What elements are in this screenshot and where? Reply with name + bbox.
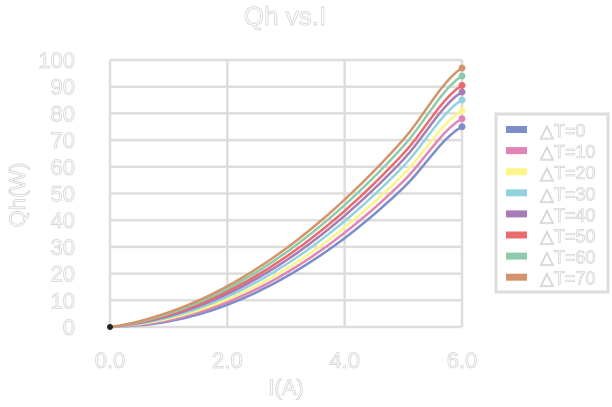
x-axis-label: I(A): [268, 375, 303, 400]
series-end-point: [458, 115, 466, 123]
origin-point: [107, 324, 113, 330]
legend-box: [494, 112, 610, 294]
series-line-dT40: [109, 91, 463, 329]
series-end-point: [458, 88, 466, 96]
series-lines: [107, 64, 466, 330]
series-line-dT20: [109, 109, 463, 329]
legend-swatch: [506, 231, 527, 239]
legend-swatch: [506, 189, 527, 197]
y-tick-label: 20: [51, 262, 75, 287]
x-tick-label: 2.0: [212, 348, 243, 373]
legend-label: △T=20: [540, 163, 595, 183]
y-axis-label: Qh(W): [5, 163, 30, 228]
x-tick-label: 6.0: [447, 348, 478, 373]
y-tick-label: 80: [51, 101, 75, 126]
y-tick-label: 10: [51, 288, 75, 313]
y-tick-label: 0: [63, 315, 75, 340]
y-tick-label: 30: [51, 235, 75, 260]
legend-label: △T=50: [540, 227, 595, 247]
legend-swatch: [506, 126, 527, 133]
series-end-point: [458, 107, 466, 115]
series-end-point: [458, 96, 466, 104]
series-line-dT30: [109, 99, 463, 329]
legend-swatch: [506, 147, 527, 155]
x-tick-labels: 0.0 2.0 4.0 6.0: [94, 348, 478, 374]
series-line-dT70: [109, 66, 463, 329]
legend-label: △T=40: [540, 205, 595, 225]
y-tick-label: 50: [51, 182, 75, 207]
series-line-dT50: [109, 84, 463, 329]
series-end-point: [458, 81, 466, 89]
series-line-dT0: [109, 125, 463, 329]
y-tick-label: 90: [51, 75, 75, 100]
legend-label: △T=10: [540, 142, 595, 162]
legend-swatch: [506, 273, 527, 281]
series-end-point: [458, 72, 466, 80]
legend-swatch: [506, 252, 527, 260]
y-tick-label: 100: [38, 48, 75, 73]
series-end-point: [458, 123, 466, 131]
series-end-point: [458, 64, 466, 72]
y-tick-label: 70: [51, 128, 75, 153]
chart-title: Qh vs.I: [244, 1, 326, 31]
legend-swatch: [506, 168, 527, 176]
legend-label: △T=30: [540, 184, 595, 204]
grid: [108, 58, 464, 329]
legend-label: △T=0: [540, 121, 585, 141]
y-tick-label: 40: [51, 208, 75, 233]
legend-swatch: [506, 210, 527, 218]
x-tick-label: 0.0: [95, 348, 126, 373]
legend-label: △T=60: [540, 248, 595, 268]
y-tick-label: 60: [51, 155, 75, 180]
x-tick-label: 4.0: [329, 348, 360, 373]
legend-label: △T=70: [540, 269, 595, 289]
legend: △T=0△T=10△T=20△T=30△T=40△T=50△T=60△T=70: [494, 112, 610, 294]
series-line-dT10: [109, 117, 463, 329]
